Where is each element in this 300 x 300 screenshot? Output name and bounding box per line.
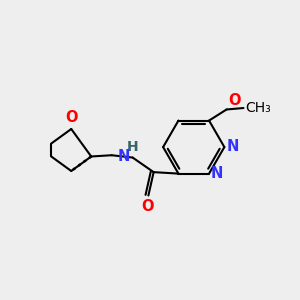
Text: O: O [65, 110, 77, 125]
Text: H: H [126, 140, 138, 154]
Text: CH₃: CH₃ [245, 101, 271, 115]
Text: O: O [228, 93, 241, 108]
Text: N: N [226, 139, 239, 154]
Text: N: N [211, 166, 224, 181]
Text: O: O [142, 199, 154, 214]
Text: N: N [118, 149, 130, 164]
